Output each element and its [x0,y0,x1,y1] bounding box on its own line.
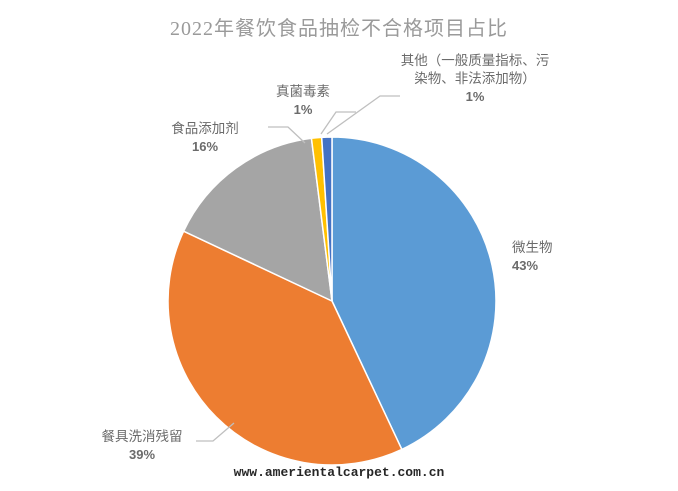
pie-label-mycotoxin-name: 真菌毒素 [276,84,330,99]
pie-slice-other[interactable] [320,136,333,302]
pie-slice-additive[interactable] [182,137,333,303]
pie-label-other-line2: 染物、非法添加物） [414,71,536,87]
watermark-text: www.amerientalcarpet.com.cn [233,465,445,480]
pie-label-mycotoxin-pct: 1% [293,102,313,118]
pie-label-other-line1: 其他（一般质量指标、污 [400,53,550,68]
pie-label-other-pct: 1% [465,89,485,105]
pie-slice-microbe[interactable] [331,136,497,451]
pie-label-additive: 食品添加剂 16% [145,120,265,156]
chart-title: 2022年餐饮食品抽检不合格项目占比 [170,18,508,40]
pie-label-additive-name: 食品添加剂 [171,121,239,136]
pie-label-residue: 餐具洗消残留 39% [72,428,212,464]
pie-label-microbe: 微生物 43% [512,239,622,275]
pie-label-residue-pct: 39% [128,447,156,463]
pie-label-residue-name: 餐具洗消残留 [101,429,183,444]
pie-slice-residue[interactable] [167,230,403,466]
pie-label-microbe-name: 微生物 [512,240,553,255]
leader-line-residue [196,422,235,442]
pie-label-additive-pct: 16% [191,139,219,155]
leader-line-other [326,95,400,135]
pie-label-other: 其他（一般质量指标、污 染物、非法添加物） 1% [384,52,566,106]
leader-line-additive [268,126,306,144]
pie-label-microbe-pct: 43% [512,258,539,274]
pie-label-mycotoxin: 真菌毒素 1% [248,83,358,119]
leader-line-mycotoxin [320,111,356,135]
